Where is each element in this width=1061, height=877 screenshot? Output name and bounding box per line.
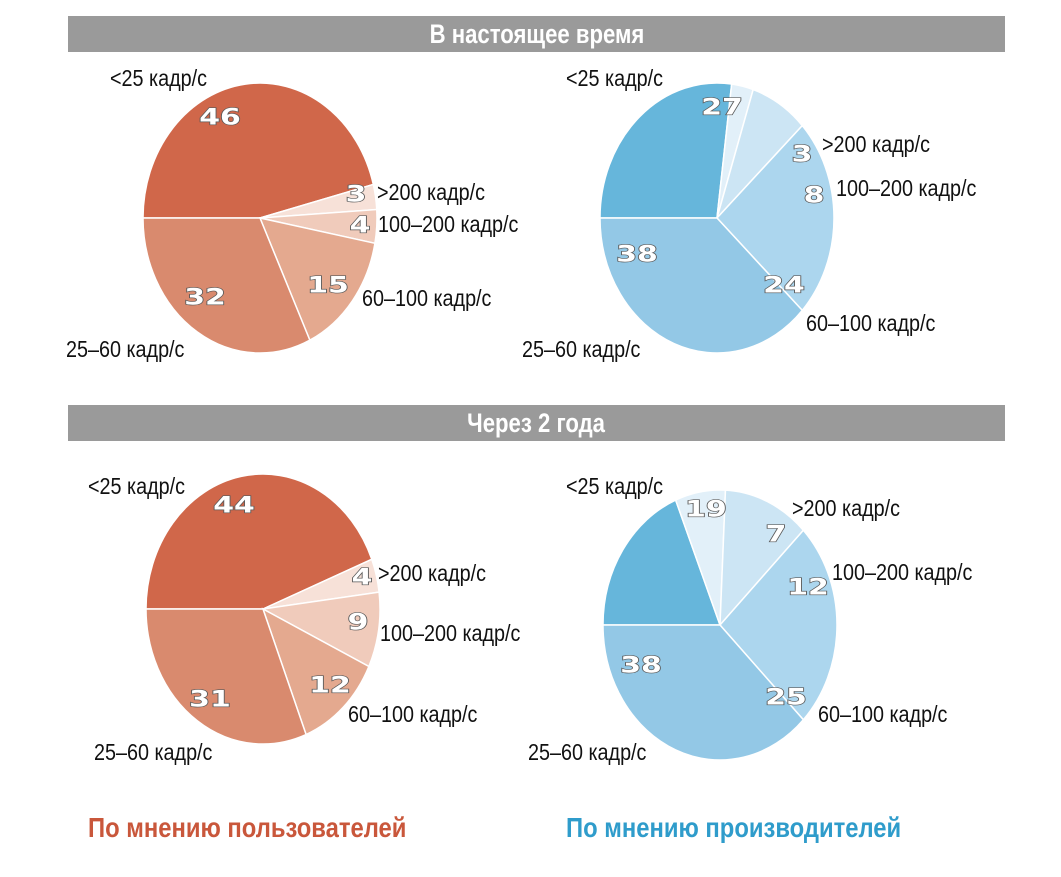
category-label: >200 кадр/с	[378, 561, 486, 587]
slice-value-label: 25	[765, 685, 807, 710]
pie-slice	[715, 124, 835, 312]
pie-slice	[602, 499, 722, 626]
pie-slice	[599, 82, 733, 219]
category-label: 100–200 кадр/с	[380, 621, 521, 647]
category-label: <25 кадр/с	[88, 474, 185, 500]
slice-value-label: 12	[787, 575, 829, 600]
slice-value-label: 7	[766, 522, 787, 547]
slice-value-label: 46	[199, 105, 241, 130]
category-label: <25 кадр/с	[110, 66, 207, 92]
footer-makers-label: По мнению производителей	[566, 812, 960, 844]
slice-value-label: 32	[184, 285, 226, 310]
pie-chart-1: 46 3 4 15 32 <25 кадр/с >200 кадр/с 100–200 кад…	[66, 66, 519, 363]
slice-value-label: 3	[792, 142, 813, 167]
pie-slice	[142, 82, 375, 219]
pie-slice	[261, 607, 370, 736]
footer-users-text: По мнению пользователей	[88, 812, 407, 843]
pie-slice	[142, 217, 311, 354]
category-label: <25 кадр/с	[566, 66, 663, 92]
slice-value-label: 4	[352, 565, 373, 590]
category-label: 60–100 кадр/с	[348, 702, 478, 728]
slice-value-label: 31	[189, 687, 231, 712]
slice-value-label: 27	[701, 95, 743, 120]
category-label: 60–100 кадр/с	[818, 702, 948, 728]
pie-slice	[145, 608, 308, 745]
footer-makers-text: По мнению производителей	[566, 812, 902, 843]
header-band-future: Через 2 года	[68, 405, 1005, 441]
slice-value-label: 38	[616, 242, 658, 267]
slice-value-label: 4	[350, 213, 371, 238]
pie-slice	[145, 473, 373, 610]
category-label: 25–60 кадр/с	[528, 740, 647, 766]
category-label: 25–60 кадр/с	[66, 337, 185, 363]
header-future-label: Через 2 года	[467, 408, 606, 438]
pie-slice	[258, 216, 376, 342]
pie-slice	[599, 217, 804, 354]
slice-value-label: 3	[346, 182, 367, 207]
category-label: 25–60 кадр/с	[522, 337, 641, 363]
pie-chart-4: 19 7 12 25 38 <25 кадр/с >200 кадр/с 100–200 ка…	[528, 474, 973, 766]
slice-value-label: 19	[685, 497, 727, 522]
pie-slice	[719, 489, 805, 628]
header-band-current: В настоящее время	[68, 16, 1005, 52]
category-label: >200 кадр/с	[792, 496, 900, 522]
pie-slice	[719, 529, 838, 721]
slice-value-label: 38	[620, 653, 662, 678]
category-label: 100–200 кадр/с	[378, 212, 519, 238]
slice-value-label: 15	[307, 273, 349, 298]
header-current-label: В настоящее время	[429, 19, 644, 49]
category-label: 100–200 кадр/с	[836, 176, 977, 202]
category-label: <25 кадр/с	[566, 474, 663, 500]
slice-value-label: 8	[804, 183, 825, 208]
footer-users-label: По мнению пользователей	[88, 812, 463, 844]
pie-slice	[602, 624, 805, 761]
slice-value-label: 44	[213, 493, 255, 518]
slice-value-label: 12	[309, 673, 351, 698]
category-label: 60–100 кадр/с	[806, 311, 936, 337]
category-label: 25–60 кадр/с	[94, 740, 213, 766]
slice-value-label: 24	[763, 273, 805, 298]
category-label: >200 кадр/с	[377, 180, 485, 206]
category-label: >200 кадр/с	[822, 132, 930, 158]
slice-value-label: 9	[348, 610, 369, 635]
category-label: 100–200 кадр/с	[832, 560, 973, 586]
category-label: 60–100 кадр/с	[362, 286, 492, 312]
